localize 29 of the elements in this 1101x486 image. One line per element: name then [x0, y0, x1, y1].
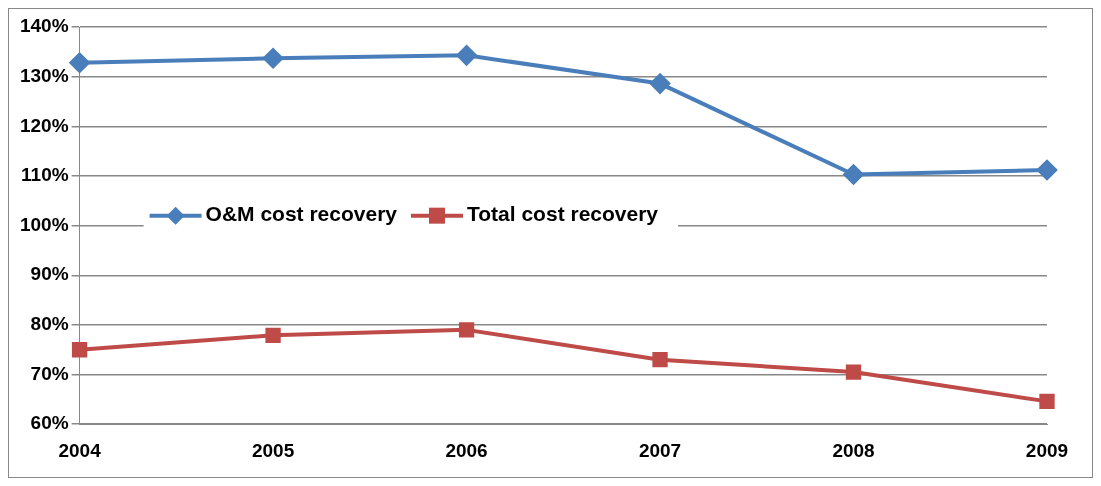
- x-tick-label: 2008: [832, 439, 875, 461]
- y-tick-label: 110%: [21, 164, 69, 186]
- point: [456, 45, 477, 66]
- y-tick-label: 130%: [19, 64, 69, 86]
- x-tick-label: 2005: [251, 439, 295, 461]
- legend-label: Total cost recovery: [467, 202, 659, 226]
- x-tick-label: 2009: [1025, 439, 1069, 461]
- point: [1037, 159, 1057, 180]
- y-tick-label: 60%: [30, 412, 69, 434]
- point: [845, 364, 862, 380]
- point: [1039, 393, 1055, 410]
- point: [652, 352, 668, 368]
- point: [843, 164, 864, 185]
- y-tick-label: 90%: [30, 263, 69, 285]
- legend-label: O&M cost recovery: [205, 202, 398, 226]
- y-tick-label: 100%: [19, 213, 69, 235]
- y-tick-label: 120%: [19, 114, 69, 136]
- point: [263, 48, 284, 69]
- y-tick-label: 70%: [30, 362, 69, 384]
- y-tick-label: 80%: [30, 313, 69, 335]
- point: [69, 52, 90, 73]
- x-tick-label: 2007: [638, 439, 682, 461]
- point: [71, 342, 88, 358]
- point: [265, 327, 281, 343]
- x-tick-label: 2004: [58, 439, 102, 461]
- point: [650, 73, 671, 94]
- x-tick-label: 2006: [445, 439, 488, 461]
- point: [458, 322, 475, 338]
- y-tick-label: 140%: [19, 15, 69, 37]
